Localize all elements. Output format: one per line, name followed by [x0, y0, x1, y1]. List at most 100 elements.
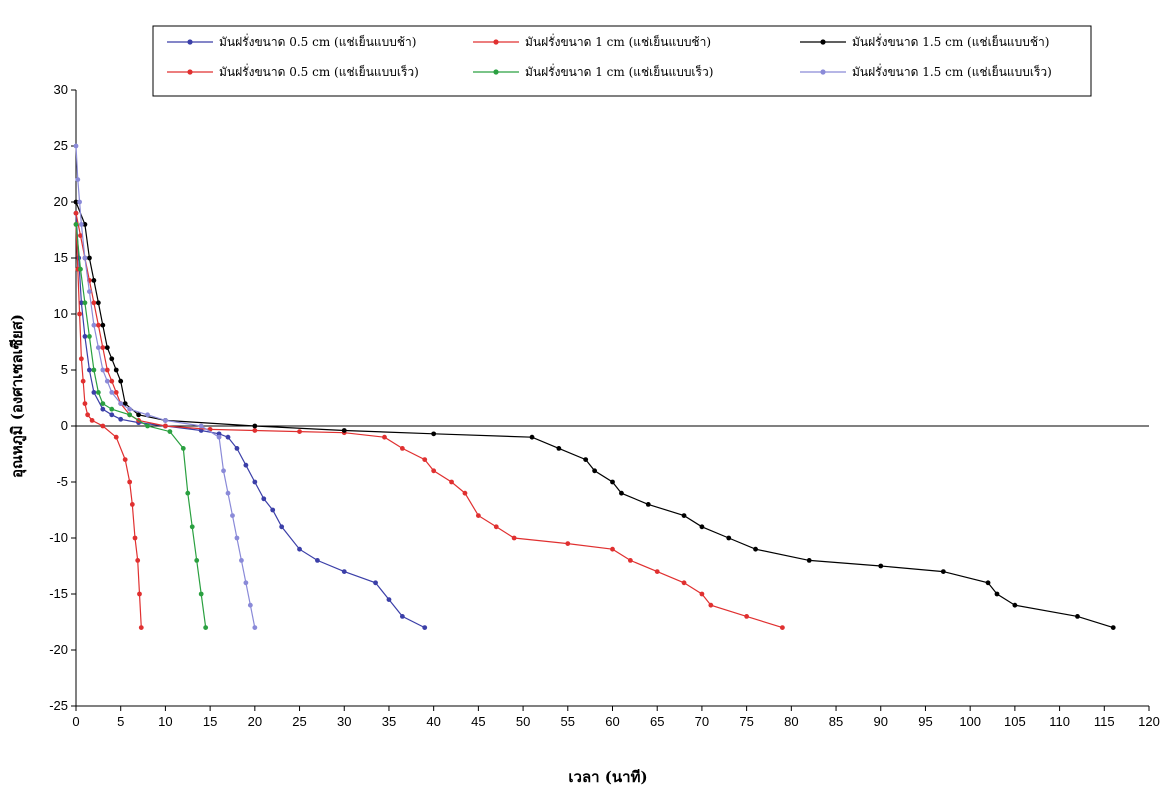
data-point — [104, 378, 110, 384]
data-point — [940, 569, 946, 574]
data-point — [73, 210, 79, 216]
data-point — [185, 490, 191, 496]
data-point — [610, 479, 615, 485]
data-point — [221, 468, 226, 474]
x-tick-label: 85 — [829, 714, 843, 729]
data-point — [95, 390, 101, 395]
data-point — [118, 416, 124, 422]
data-point — [100, 345, 106, 350]
legend-label: มันฝรั่งขนาด 1.5 cm (แช่เย็นแบบเร็ว) — [852, 63, 1052, 79]
data-point — [109, 356, 115, 362]
data-point — [78, 300, 84, 306]
x-tick-label: 105 — [1004, 714, 1026, 729]
data-point — [583, 457, 589, 462]
data-point — [699, 524, 705, 530]
data-point — [87, 289, 92, 294]
data-point — [145, 412, 150, 418]
x-axis-title: เวลา (นาที) — [568, 768, 647, 786]
data-point — [100, 401, 106, 406]
data-point — [386, 597, 392, 602]
data-point — [216, 434, 222, 440]
data-point — [118, 378, 124, 384]
data-point — [198, 423, 204, 429]
data-point — [247, 602, 253, 608]
data-point — [87, 334, 92, 339]
y-tick-label: 25 — [54, 138, 68, 153]
data-point — [73, 199, 79, 205]
y-tick-label: -10 — [49, 530, 68, 545]
data-point — [113, 367, 119, 373]
x-tick-label: 55 — [561, 714, 575, 729]
series-5 — [73, 222, 209, 630]
x-tick-label: 15 — [203, 714, 217, 729]
data-point — [167, 429, 173, 434]
data-point — [627, 558, 633, 563]
y-tick-label: -20 — [49, 642, 68, 657]
data-point — [73, 143, 79, 149]
y-tick-label: 0 — [61, 418, 68, 433]
legend-item: มันฝรั่งขนาด 1.5 cm (แช่เย็นแบบช้า) — [800, 33, 1049, 49]
data-point — [373, 580, 378, 586]
data-point — [91, 390, 97, 395]
legend-item: มันฝรั่งขนาด 1 cm (แช่เย็นแบบเร็ว) — [473, 63, 713, 79]
data-point — [198, 591, 204, 597]
data-point — [234, 535, 240, 541]
data-point — [779, 625, 785, 630]
data-point — [654, 569, 660, 574]
data-point — [145, 423, 150, 429]
x-tick-label: 75 — [739, 714, 753, 729]
legend-label: มันฝรั่งขนาด 1 cm (แช่เย็นแบบเร็ว) — [525, 63, 713, 79]
data-point — [85, 412, 91, 418]
data-point — [82, 222, 88, 227]
x-tick-label: 110 — [1049, 714, 1070, 729]
legend-item: มันฝรั่งขนาด 1.5 cm (แช่เย็นแบบเร็ว) — [800, 63, 1052, 79]
data-point — [113, 390, 119, 395]
data-point — [252, 479, 258, 485]
x-tick-label: 10 — [158, 714, 172, 729]
legend-swatch-marker — [820, 69, 826, 75]
data-point — [100, 406, 106, 412]
data-point — [73, 222, 79, 227]
legend-swatch-marker — [187, 39, 193, 45]
data-point — [511, 535, 517, 541]
data-point — [878, 563, 884, 569]
data-point — [78, 266, 83, 272]
legend-box — [152, 25, 1092, 97]
data-point — [1110, 625, 1116, 630]
legend-swatch-marker — [493, 69, 499, 75]
legend-swatch-marker — [187, 69, 193, 75]
data-point — [422, 457, 428, 462]
legend-item: มันฝรั่งขนาด 0.5 cm (แช่เย็นแบบช้า) — [167, 33, 416, 49]
data-point — [431, 468, 437, 474]
data-point — [645, 502, 651, 507]
series-line — [75, 213, 783, 629]
series-4 — [73, 222, 144, 630]
data-point — [91, 367, 97, 373]
x-tick-label: 100 — [959, 714, 981, 729]
data-point — [75, 177, 81, 183]
y-tick-label: 15 — [54, 250, 68, 265]
series-1 — [73, 210, 428, 630]
data-point — [163, 423, 168, 429]
data-point — [100, 367, 106, 373]
data-point — [681, 580, 687, 586]
x-tick-label: 95 — [918, 714, 932, 729]
x-tick-label: 45 — [471, 714, 485, 729]
y-tick-label: -5 — [56, 474, 68, 489]
data-point — [113, 434, 119, 440]
data-point — [985, 580, 991, 586]
x-tick-label: 115 — [1094, 714, 1115, 729]
data-point — [399, 446, 405, 451]
data-point — [95, 300, 101, 306]
data-point — [399, 614, 405, 619]
data-point — [1012, 602, 1018, 608]
data-point — [422, 625, 428, 630]
data-point — [270, 507, 276, 513]
data-point — [1075, 614, 1080, 619]
data-point — [77, 311, 82, 317]
data-point — [708, 602, 714, 608]
data-point — [82, 334, 88, 339]
data-point — [556, 446, 562, 451]
data-point — [252, 625, 258, 630]
